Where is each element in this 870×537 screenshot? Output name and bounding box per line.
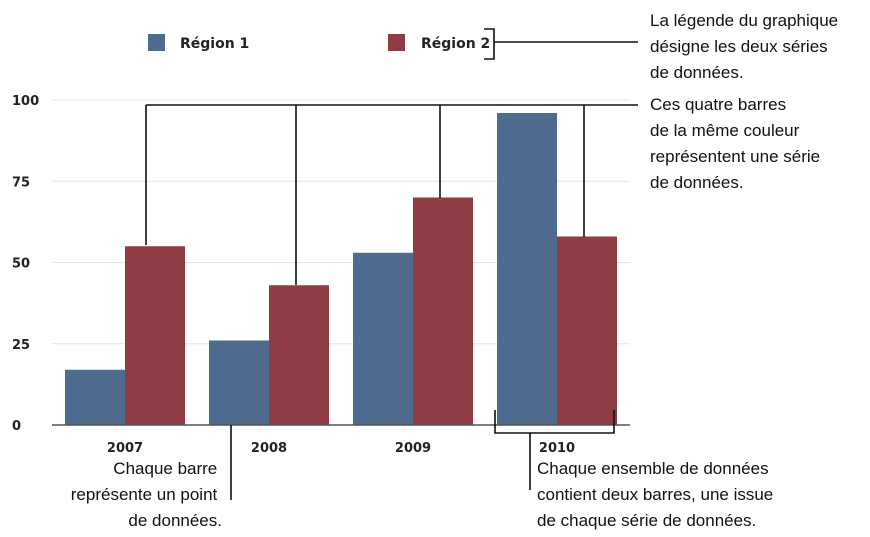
annotation-leaders (145, 28, 638, 500)
bar-2009-series-1 (353, 252, 413, 425)
set-note: Chaque ensemble de données contient deux… (537, 459, 778, 530)
set-note-line-1: Chaque ensemble de données (537, 459, 769, 478)
legend: Région 1 Région 2 (148, 34, 490, 52)
y-tick-label-50: 50 (12, 257, 30, 272)
x-tick-label-2008: 2008 (251, 441, 287, 456)
set-note-line-3: de chaque série de données. (537, 511, 756, 530)
legend-label-series-2: Région 2 (421, 36, 490, 52)
point-note: Chaque barre représente un point de donn… (71, 459, 222, 530)
series-note: Ces quatre barres de la même couleur rep… (650, 95, 825, 192)
x-axis-labels: 2007 2008 2009 2010 (107, 441, 575, 456)
bar-2008-series-1 (209, 340, 269, 425)
y-tick-label-0: 0 (12, 419, 21, 434)
bar-2008-series-2 (269, 285, 329, 425)
x-tick-label-2007: 2007 (107, 441, 143, 456)
bars (65, 113, 617, 425)
legend-note-line-1: La légende du graphique (650, 11, 838, 30)
bar-2009-series-2 (413, 197, 473, 425)
y-tick-label-100: 100 (12, 94, 39, 109)
bar-2007-series-2 (125, 246, 185, 425)
point-note-line-3: de données. (128, 511, 222, 530)
series-note-line-1: Ces quatre barres (650, 95, 786, 114)
series-note-line-2: de la même couleur (650, 121, 800, 140)
legend-label-series-1: Région 1 (180, 36, 249, 52)
legend-bracket (484, 28, 495, 60)
legend-note: La légende du graphique désigne les deux… (650, 11, 843, 82)
set-bracket (494, 410, 615, 434)
y-tick-label-25: 25 (12, 338, 30, 353)
legend-note-line-3: de données. (650, 63, 744, 82)
series-note-line-4: de données. (650, 173, 744, 192)
y-tick-label-75: 75 (12, 175, 30, 190)
point-note-line-2: représente un point (71, 485, 218, 504)
legend-swatch-series-2 (388, 34, 405, 51)
y-axis-ticks: 0 25 50 75 100 (12, 94, 39, 434)
legend-swatch-series-1 (148, 34, 165, 51)
x-tick-label-2010: 2010 (539, 441, 575, 456)
bar-2010-series-2 (557, 236, 617, 425)
bar-2010-series-1 (497, 113, 557, 425)
point-note-line-1: Chaque barre (113, 459, 217, 478)
legend-note-line-2: désigne les deux séries (650, 37, 828, 56)
x-tick-label-2009: 2009 (395, 441, 431, 456)
bar-2007-series-1 (65, 369, 125, 425)
series-note-line-3: représentent une série (650, 147, 820, 166)
set-note-line-2: contient deux barres, une issue (537, 485, 773, 504)
